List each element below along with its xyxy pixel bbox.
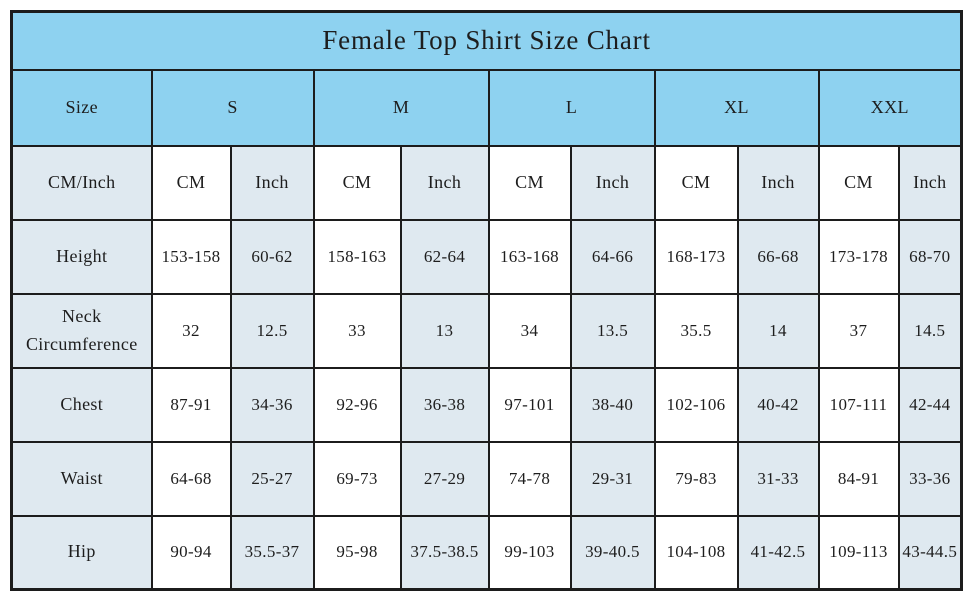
data-cell: 38-40 [569,366,656,443]
data-cell: 163-168 [487,218,572,295]
data-cell: 36-38 [399,366,490,443]
data-cell: 153-158 [150,218,232,295]
table-row-waist: Waist 64-68 25-27 69-73 27-29 74-78 29-3… [10,440,963,517]
size-header-row: Size S M L XL XXL [10,68,963,147]
unit-cell-inch: Inch [229,144,315,221]
data-cell: 90-94 [150,514,232,591]
data-cell: 37.5-38.5 [399,514,490,591]
data-cell: 104-108 [653,514,739,591]
data-cell: 14.5 [897,292,963,369]
unit-cell-inch: Inch [897,144,963,221]
data-cell: 25-27 [229,440,315,517]
data-cell: 13 [399,292,490,369]
size-header-xxl: XXL [817,68,963,147]
data-cell: 27-29 [399,440,490,517]
unit-cell-inch: Inch [399,144,490,221]
unit-cell-inch: Inch [736,144,820,221]
data-cell: 33-36 [897,440,963,517]
data-cell: 68-70 [897,218,963,295]
size-chart-table: Female Top Shirt Size Chart Size S M L X… [10,10,964,591]
data-cell: 32 [150,292,232,369]
data-cell: 60-62 [229,218,315,295]
size-header-s: S [150,68,315,147]
row-label-height: Height [10,218,153,295]
data-cell: 14 [736,292,820,369]
data-cell: 66-68 [736,218,820,295]
data-cell: 74-78 [487,440,572,517]
table-row-chest: Chest 87-91 34-36 92-96 36-38 97-101 38-… [10,366,963,443]
data-cell: 34 [487,292,572,369]
data-cell: 84-91 [817,440,900,517]
data-cell: 92-96 [312,366,402,443]
data-cell: 35.5-37 [229,514,315,591]
row-label-neck-circumference: Neck Circumference [10,292,153,369]
data-cell: 33 [312,292,402,369]
data-cell: 34-36 [229,366,315,443]
title-row: Female Top Shirt Size Chart [10,10,963,71]
data-cell: 158-163 [312,218,402,295]
data-cell: 43-44.5 [897,514,963,591]
data-cell: 64-68 [150,440,232,517]
data-cell: 39-40.5 [569,514,656,591]
row-label-waist: Waist [10,440,153,517]
chart-title: Female Top Shirt Size Chart [10,10,963,71]
unit-cell-cm: CM [817,144,900,221]
unit-cell-inch: Inch [569,144,656,221]
row-label-hip: Hip [10,514,153,591]
data-cell: 107-111 [817,366,900,443]
unit-column-header: CM/Inch [10,144,153,221]
data-cell: 62-64 [399,218,490,295]
unit-cell-cm: CM [487,144,572,221]
data-cell: 109-113 [817,514,900,591]
data-cell: 95-98 [312,514,402,591]
data-cell: 42-44 [897,366,963,443]
unit-header-row: CM/Inch CM Inch CM Inch CM Inch CM Inch … [10,144,963,221]
data-cell: 13.5 [569,292,656,369]
table-row-neck-circumference: Neck Circumference 32 12.5 33 13 34 13.5… [10,292,963,369]
data-cell: 40-42 [736,366,820,443]
data-cell: 168-173 [653,218,739,295]
data-cell: 41-42.5 [736,514,820,591]
data-cell: 69-73 [312,440,402,517]
data-cell: 12.5 [229,292,315,369]
size-header-xl: XL [653,68,820,147]
data-cell: 29-31 [569,440,656,517]
data-cell: 79-83 [653,440,739,517]
size-column-header: Size [10,68,153,147]
data-cell: 97-101 [487,366,572,443]
data-cell: 64-66 [569,218,656,295]
table-row-hip: Hip 90-94 35.5-37 95-98 37.5-38.5 99-103… [10,514,963,591]
row-label-chest: Chest [10,366,153,443]
data-cell: 102-106 [653,366,739,443]
unit-cell-cm: CM [312,144,402,221]
table-row-height: Height 153-158 60-62 158-163 62-64 163-1… [10,218,963,295]
data-cell: 87-91 [150,366,232,443]
data-cell: 35.5 [653,292,739,369]
data-cell: 99-103 [487,514,572,591]
size-header-l: L [487,68,656,147]
data-cell: 173-178 [817,218,900,295]
unit-cell-cm: CM [653,144,739,221]
data-cell: 31-33 [736,440,820,517]
unit-cell-cm: CM [150,144,232,221]
data-cell: 37 [817,292,900,369]
size-header-m: M [312,68,490,147]
